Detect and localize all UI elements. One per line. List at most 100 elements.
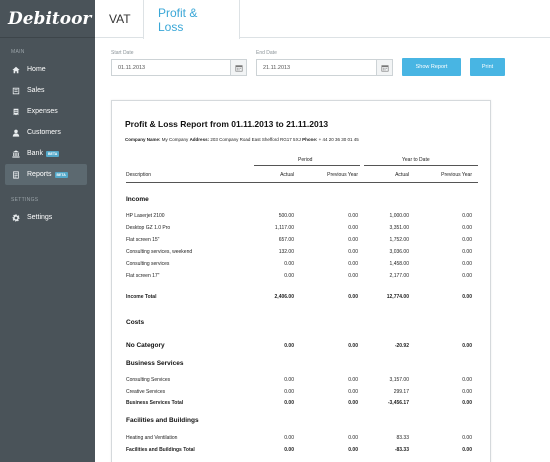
sidebar-item-reports[interactable]: Reports BETA [5, 164, 87, 185]
ytd-divider [364, 165, 478, 166]
business-total-actual-ytd: -3,456.17 [387, 400, 409, 406]
row-actual-ytd: 299.17 [393, 389, 409, 395]
row-description: Consulting services, weekend [126, 249, 193, 255]
start-date-field[interactable]: 01.11.2013 [111, 59, 247, 76]
income-total-actual: 2,406.00 [274, 294, 294, 300]
row-description: Desktop GZ 1.0 Pro [126, 225, 171, 231]
end-date-label: End Date [256, 50, 277, 56]
sidebar-item-label: Reports [27, 171, 52, 178]
facilities-total-previous-ytd: 0.00 [462, 447, 472, 453]
no-category-label: No Category [126, 342, 165, 349]
row-previous-ytd: 0.00 [462, 225, 472, 231]
row-actual-ytd: 83.33 [396, 435, 409, 441]
company-info: Company Name: My Company Address: 203 Co… [125, 137, 359, 142]
sidebar: Debitoor MAIN Home Sales Expenses Custom… [0, 0, 95, 462]
no-category-actual: 0.00 [284, 343, 294, 349]
start-date-label: Start Date [111, 50, 134, 56]
row-previous: 0.00 [348, 435, 358, 441]
business-total-actual: 0.00 [284, 400, 294, 406]
row-actual-ytd: 1,752.00 [389, 237, 409, 243]
row-previous: 0.00 [348, 249, 358, 255]
row-description: Consulting Services [126, 377, 171, 383]
no-category-actual-ytd: -20.92 [394, 343, 409, 349]
row-actual: 500.00 [278, 213, 294, 219]
income-total-actual-ytd: 12,774.00 [386, 294, 409, 300]
row-description: Consulting services [126, 261, 170, 267]
header-divider [126, 182, 478, 183]
logo[interactable]: Debitoor [0, 0, 95, 38]
row-actual: 0.00 [284, 377, 294, 383]
row-previous-ytd: 0.00 [462, 213, 472, 219]
row-previous: 0.00 [348, 225, 358, 231]
row-actual-ytd: 3,036.00 [389, 249, 409, 255]
show-report-button[interactable]: Show Report [402, 58, 461, 76]
row-actual-ytd: 1,458.00 [389, 261, 409, 267]
sidebar-item-sales[interactable]: Sales [0, 80, 87, 101]
row-previous: 0.00 [348, 389, 358, 395]
print-button[interactable]: Print [470, 58, 505, 76]
end-date-field[interactable]: 21.11.2013 [256, 59, 393, 76]
row-actual: 1,117.00 [274, 225, 294, 231]
row-actual: 132.00 [278, 249, 294, 255]
tab-bar: VAT Profit & Loss [95, 0, 550, 39]
report-panel: Profit & Loss Report from 01.11.2013 to … [111, 100, 491, 462]
ytd-header: Year to Date [402, 157, 430, 163]
expenses-icon [11, 107, 20, 116]
row-previous: 0.00 [348, 261, 358, 267]
no-category-previous-ytd: 0.00 [462, 343, 472, 349]
business-total-previous-ytd: 0.00 [462, 400, 472, 406]
end-date-value[interactable]: 21.11.2013 [263, 64, 291, 71]
tab-profit-loss[interactable]: Profit & Loss [143, 0, 240, 39]
home-icon [11, 65, 20, 74]
start-date-value[interactable]: 01.11.2013 [118, 64, 146, 71]
row-description: Heating and Ventilation [126, 435, 178, 441]
row-previous: 0.00 [348, 273, 358, 279]
period-header: Period [298, 157, 313, 163]
calendar-icon[interactable] [230, 60, 246, 75]
beta-badge: BETA [54, 171, 68, 178]
row-actual: 0.00 [284, 389, 294, 395]
tab-vat[interactable]: VAT [109, 12, 131, 26]
sidebar-item-bank[interactable]: Bank BETA [0, 143, 87, 164]
row-description: Flat screen 15" [126, 237, 160, 243]
row-actual: 657.00 [278, 237, 294, 243]
main-section-label: MAIN [11, 49, 25, 55]
income-total-previous: 0.00 [348, 294, 358, 300]
row-previous: 0.00 [348, 237, 358, 243]
reports-icon [11, 170, 20, 179]
no-category-previous: 0.00 [348, 343, 358, 349]
sidebar-item-home[interactable]: Home [0, 59, 87, 80]
facilities-total-actual-ytd: -83.33 [394, 447, 409, 453]
col-previous-year: Previous Year [327, 172, 358, 178]
row-previous-ytd: 0.00 [462, 249, 472, 255]
sidebar-item-label: Customers [27, 129, 61, 136]
settings-section-label: SETTINGS [11, 197, 39, 203]
row-description: HP Laserjet 2100 [126, 213, 165, 219]
period-divider [254, 165, 360, 166]
row-previous-ytd: 0.00 [462, 261, 472, 267]
business-total-previous: 0.00 [348, 400, 358, 406]
row-previous-ytd: 0.00 [462, 273, 472, 279]
row-actual-ytd: 3,157.00 [389, 377, 409, 383]
facilities-total-label: Facilities and Buildings Total [126, 447, 195, 453]
income-total-label: Income Total [126, 294, 157, 300]
row-previous-ytd: 0.00 [462, 237, 472, 243]
sidebar-item-label: Settings [27, 214, 53, 221]
row-actual: 0.00 [284, 273, 294, 279]
gear-icon [11, 213, 20, 222]
sidebar-item-customers[interactable]: Customers [0, 122, 87, 143]
income-total-previous-ytd: 0.00 [462, 294, 472, 300]
row-description: Creative Services [126, 389, 166, 395]
sidebar-item-expenses[interactable]: Expenses [0, 101, 87, 122]
row-actual: 0.00 [284, 435, 294, 441]
facilities-total-previous: 0.00 [348, 447, 358, 453]
business-total-label: Business Services Total [126, 400, 184, 406]
row-actual-ytd: 3,351.00 [389, 225, 409, 231]
bank-icon [11, 149, 20, 158]
row-previous-ytd: 0.00 [462, 389, 472, 395]
sidebar-item-label: Expenses [27, 108, 58, 115]
col-previous-year-ytd: Previous Year [441, 172, 472, 178]
sidebar-item-settings[interactable]: Settings [0, 207, 87, 228]
calendar-icon[interactable] [376, 60, 392, 75]
sidebar-item-label: Bank [27, 150, 43, 157]
